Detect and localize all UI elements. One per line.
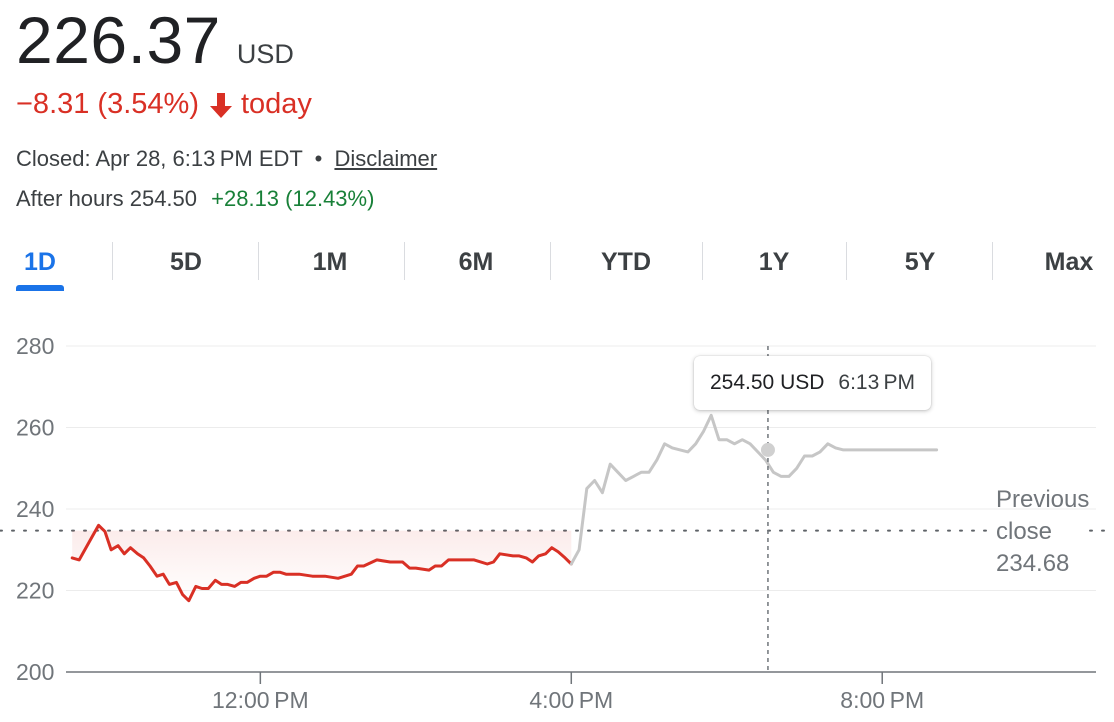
change-suffix: today (240, 88, 312, 120)
tooltip-time: 6:13 PM (838, 371, 915, 394)
tab-divider (550, 242, 551, 280)
tab-divider (846, 242, 847, 280)
arrow-down-icon (209, 92, 232, 118)
after-hours-change: +28.13 (12.43%) (211, 186, 375, 211)
cursor-point (760, 442, 775, 457)
x-tick-label: 12:00 PM (212, 687, 309, 713)
y-tick-label: 260 (16, 415, 54, 441)
price-header: 226.37 USD (16, 0, 294, 80)
tab-divider (992, 242, 993, 280)
tab-divider (112, 242, 113, 280)
after-hours-line (569, 413, 939, 566)
y-tick-label: 240 (16, 496, 54, 522)
tab-divider (702, 242, 703, 280)
chart-ticks: 280 260 240 220 200 12:00 PM 4:00 PM 8:00 PM (16, 333, 924, 713)
tab-divider (404, 242, 405, 280)
hover-tooltip: 254.50 USD 6:13 PM (694, 356, 931, 410)
after-hours: After hours 254.50 +28.13 (12.43%) (16, 186, 374, 212)
disclaimer-link[interactable]: Disclaimer (334, 146, 438, 171)
y-tick-label: 200 (16, 659, 54, 685)
previous-close-line1: Previous (996, 486, 1090, 513)
previous-close-line2: close (996, 518, 1053, 545)
regular-session-area (72, 525, 572, 601)
chart-cursor (760, 346, 775, 672)
y-tick-label: 280 (16, 333, 54, 359)
range-tabs: 1D 5D 1M 6M YTD 1Y 5Y Max (0, 238, 1114, 294)
tab-1d[interactable]: 1D (24, 248, 56, 276)
y-tick-label: 220 (16, 578, 54, 604)
current-price: 226.37 (16, 3, 221, 77)
status-separator: • (314, 146, 323, 171)
tab-1y[interactable]: 1Y (758, 248, 790, 276)
currency-label: USD (236, 39, 294, 69)
change-value: −8.31 (3.54%) (16, 88, 199, 120)
x-tick-label: 8:00 PM (840, 687, 924, 713)
previous-close-value: 234.68 (996, 550, 1070, 577)
x-tick-label: 4:00 PM (529, 687, 613, 713)
tab-6m[interactable]: 6M (458, 248, 494, 276)
tooltip-price: 254.50 USD (710, 371, 825, 394)
regular-session-line (70, 523, 573, 603)
tab-5d[interactable]: 5D (170, 248, 202, 276)
tab-divider (258, 242, 259, 280)
tab-max[interactable]: Max (1044, 248, 1094, 276)
previous-close-label: Previous close 234.68 (996, 484, 1106, 580)
daily-change: −8.31 (3.54%) today (16, 88, 312, 121)
after-hours-label: After hours 254.50 (16, 186, 198, 211)
status-text: Closed: Apr 28, 6:13 PM EDT (16, 146, 303, 171)
tab-1m[interactable]: 1M (312, 248, 348, 276)
tab-ytd[interactable]: YTD (601, 248, 651, 276)
active-tab-indicator (16, 285, 64, 291)
tab-5y[interactable]: 5Y (904, 248, 936, 276)
market-status: Closed: Apr 28, 6:13 PM EDT • Disclaimer (16, 146, 437, 172)
chart-grid (0, 345, 1111, 673)
chart-series (70, 413, 939, 603)
